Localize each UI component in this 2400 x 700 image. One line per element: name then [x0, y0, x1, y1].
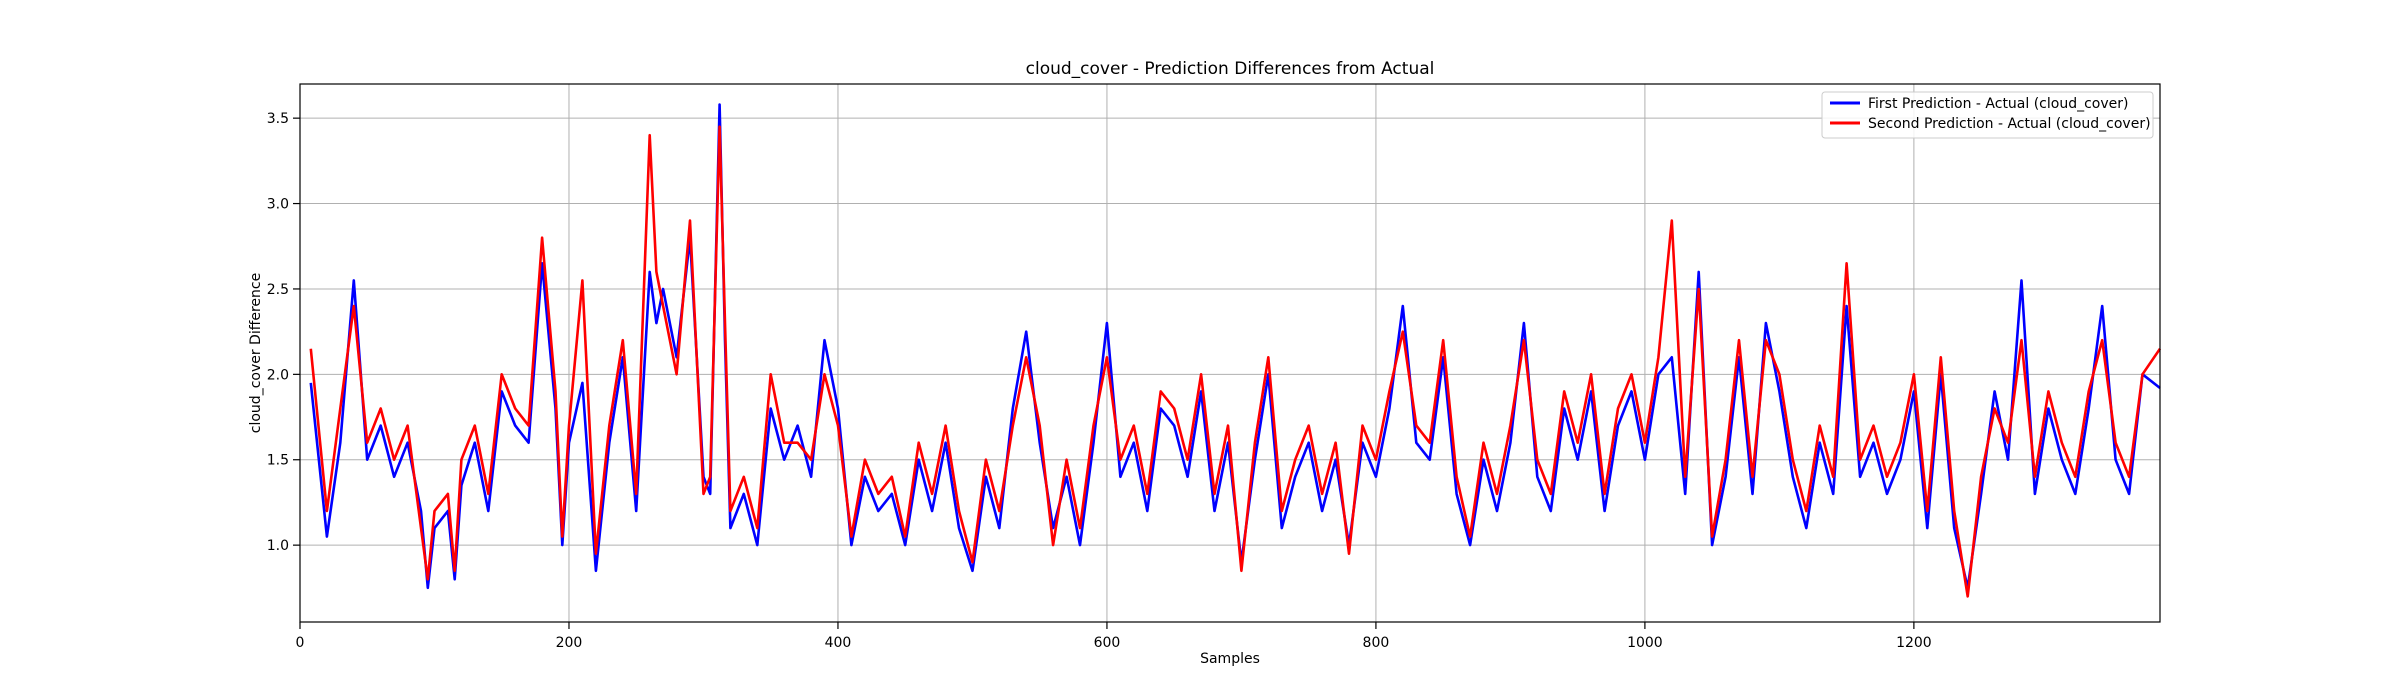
series-layer: [309, 103, 2162, 598]
grid: [299, 84, 2160, 622]
x-tick-label: 600: [1094, 635, 1121, 651]
legend-label-second: Second Prediction - Actual (cloud_cover): [1868, 116, 2151, 132]
x-tick-label: 1000: [1627, 635, 1663, 651]
y-tick-label: 1.0: [267, 538, 289, 554]
y-tick-label: 2.0: [267, 367, 289, 383]
x-axis: 0 200 400 600 800 1000 1200: [296, 622, 1932, 651]
x-tick-label: 200: [556, 635, 583, 651]
y-tick-label: 2.5: [267, 282, 289, 298]
chart-title: cloud_cover - Prediction Differences fro…: [1026, 59, 1435, 79]
x-tick-label: 800: [1363, 635, 1390, 651]
plot-area-frame: [299, 83, 2161, 623]
x-tick-label: 400: [825, 635, 852, 651]
series-line-1: [309, 103, 2161, 590]
legend-label-first: First Prediction - Actual (cloud_cover): [1868, 96, 2128, 112]
y-tick-label: 3.5: [267, 111, 289, 127]
y-axis-label: cloud_cover Difference: [248, 273, 264, 433]
series-line-2: [309, 125, 2162, 598]
legend: First Prediction - Actual (cloud_cover) …: [1821, 91, 2154, 139]
x-tick-label: 0: [296, 635, 305, 651]
y-tick-label: 1.5: [267, 453, 289, 469]
x-axis-label: Samples: [1200, 651, 1260, 667]
x-tick-label: 1200: [1896, 635, 1932, 651]
y-tick-label: 3.0: [267, 197, 289, 213]
legend-box: [1821, 91, 2154, 139]
y-axis: 1.0 1.5 2.0 2.5 3.0 3.5: [267, 111, 300, 554]
